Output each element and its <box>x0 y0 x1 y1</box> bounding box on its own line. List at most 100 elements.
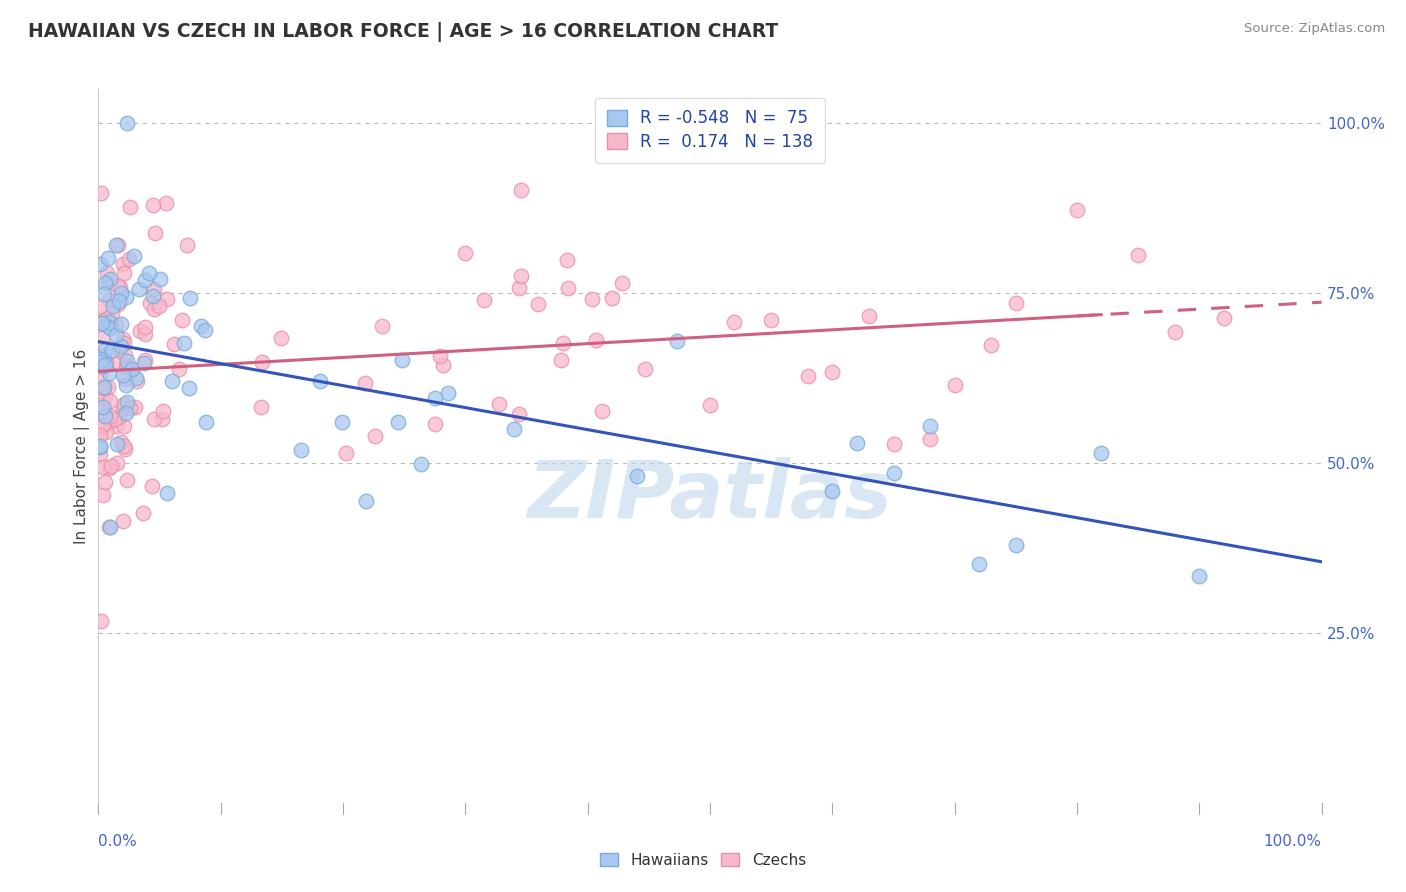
Point <box>110 434 132 449</box>
Point <box>131 506 153 520</box>
Point <box>97 293 120 308</box>
Point <box>105 456 128 470</box>
Point <box>472 293 495 308</box>
Point <box>134 326 156 341</box>
Point <box>104 418 127 433</box>
Point <box>1066 203 1088 218</box>
Point <box>93 488 115 502</box>
Point <box>91 401 114 415</box>
Point <box>160 374 183 388</box>
Point <box>96 409 118 424</box>
Point <box>115 290 138 304</box>
Point <box>104 411 127 425</box>
Point <box>97 252 120 266</box>
Point <box>555 252 578 267</box>
Point <box>454 246 477 260</box>
Point <box>89 354 111 368</box>
Point <box>91 330 114 344</box>
Point <box>94 277 117 291</box>
Point <box>190 319 212 334</box>
Y-axis label: In Labor Force | Age > 16: In Labor Force | Age > 16 <box>75 349 90 543</box>
Point <box>114 442 136 456</box>
Point <box>111 368 134 382</box>
Point <box>139 296 162 310</box>
Point <box>370 318 392 333</box>
Point <box>115 358 138 372</box>
Point <box>581 293 603 307</box>
Point <box>93 343 115 357</box>
Point <box>423 391 446 405</box>
Point <box>120 200 142 214</box>
Point <box>508 281 530 295</box>
Point <box>94 313 117 327</box>
Point <box>89 401 111 415</box>
Point <box>354 376 377 391</box>
Point <box>93 380 115 394</box>
Point <box>610 276 633 290</box>
Point <box>89 384 111 398</box>
Point <box>89 299 111 313</box>
Point <box>335 446 357 460</box>
Point <box>111 257 134 271</box>
Point <box>115 473 138 487</box>
Point <box>112 266 135 280</box>
Point <box>1128 248 1150 262</box>
Point <box>723 315 745 329</box>
Point <box>510 183 533 197</box>
Point <box>107 297 129 311</box>
Point <box>111 332 134 346</box>
Point <box>821 365 844 379</box>
Point <box>118 401 141 415</box>
Point <box>115 377 138 392</box>
Point <box>503 422 526 436</box>
Point <box>821 484 844 499</box>
Point <box>110 279 132 293</box>
Point <box>100 459 122 474</box>
Point <box>143 412 166 426</box>
Point <box>550 353 572 368</box>
Point <box>551 336 574 351</box>
Point <box>138 266 160 280</box>
Point <box>97 379 120 393</box>
Point <box>91 460 114 475</box>
Point <box>699 398 721 412</box>
Point <box>89 256 111 270</box>
Point <box>114 372 136 386</box>
Point <box>90 401 112 415</box>
Point <box>134 320 156 334</box>
Point <box>114 348 136 362</box>
Point <box>124 400 146 414</box>
Point <box>98 393 121 408</box>
Point <box>125 371 148 385</box>
Point <box>488 397 510 411</box>
Point <box>111 401 134 415</box>
Point <box>91 316 114 330</box>
Point <box>308 374 330 388</box>
Point <box>141 479 163 493</box>
Point <box>363 428 385 442</box>
Point <box>90 186 112 201</box>
Point <box>98 366 121 380</box>
Point <box>585 333 607 347</box>
Point <box>98 520 121 534</box>
Point <box>110 286 132 301</box>
Point <box>600 291 623 305</box>
Point <box>115 353 138 368</box>
Point <box>98 409 121 424</box>
Legend: R = -0.548   N =  75, R =  0.174   N = 138: R = -0.548 N = 75, R = 0.174 N = 138 <box>595 97 825 162</box>
Point <box>89 351 111 366</box>
Point <box>194 416 217 430</box>
Point <box>980 337 1002 351</box>
Point <box>411 457 433 471</box>
Point <box>432 358 454 372</box>
Point <box>142 289 165 303</box>
Point <box>108 294 131 309</box>
Text: ZIPatlas: ZIPatlas <box>527 457 893 535</box>
Point <box>104 237 127 252</box>
Point <box>883 437 905 451</box>
Point <box>883 466 905 480</box>
Point <box>118 252 141 266</box>
Point <box>94 355 117 369</box>
Point <box>101 306 124 320</box>
Point <box>527 297 550 311</box>
